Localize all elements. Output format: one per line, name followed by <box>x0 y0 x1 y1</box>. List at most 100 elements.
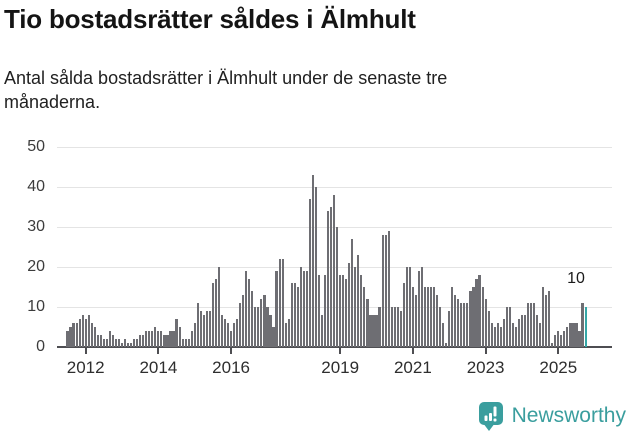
bar <box>272 327 275 347</box>
bar <box>93 327 96 347</box>
y-axis-label: 30 <box>27 218 45 235</box>
bar <box>442 323 445 347</box>
bar <box>187 339 190 347</box>
bar <box>114 339 118 347</box>
bar <box>533 303 536 347</box>
bar <box>363 287 366 347</box>
bar <box>145 331 148 347</box>
bar <box>366 299 369 347</box>
bar <box>572 323 575 347</box>
bar <box>136 339 139 347</box>
newsworthy-logo[interactable]: Newsworthy <box>478 401 626 431</box>
bar <box>217 267 221 347</box>
bar <box>460 303 463 347</box>
bar <box>130 343 133 347</box>
bar <box>230 331 233 347</box>
bar <box>581 303 584 347</box>
bar <box>105 339 108 347</box>
bar <box>433 287 436 347</box>
bar <box>448 311 451 347</box>
bar <box>323 275 327 347</box>
bar <box>430 287 433 347</box>
x-axis-label: 2012 <box>66 358 105 377</box>
bar <box>496 323 499 347</box>
bar <box>172 331 175 347</box>
bar <box>508 307 511 347</box>
bar <box>181 339 184 347</box>
bar <box>469 291 472 347</box>
y-axis-label: 50 <box>27 138 45 155</box>
y-axis-label: 40 <box>27 178 45 195</box>
bar <box>354 267 357 347</box>
bar <box>554 335 557 347</box>
bar <box>523 315 527 347</box>
bar <box>151 331 154 347</box>
gridline <box>57 186 612 188</box>
bar <box>378 307 381 347</box>
bar <box>87 315 90 347</box>
bar <box>490 323 493 347</box>
x-axis-label: 2019 <box>321 358 360 377</box>
x-axis-label: 2014 <box>139 358 178 377</box>
x-axis-label: 2025 <box>539 358 578 377</box>
bar <box>454 295 457 347</box>
bar <box>417 271 421 347</box>
bar <box>351 239 354 347</box>
bar <box>293 283 296 347</box>
bar <box>281 259 284 347</box>
bar <box>275 271 278 347</box>
bar <box>178 327 181 347</box>
bar <box>333 195 336 347</box>
bar <box>345 279 348 347</box>
bar <box>529 303 533 347</box>
bar <box>251 291 254 347</box>
highlighted-bar <box>584 307 587 347</box>
bar <box>242 295 245 347</box>
bar <box>330 207 333 347</box>
bar <box>296 287 299 347</box>
bar <box>123 339 127 347</box>
bar <box>314 187 317 347</box>
bar <box>117 339 121 347</box>
bar <box>436 295 439 347</box>
y-axis-label: 10 <box>27 298 45 315</box>
gridline <box>57 146 612 148</box>
bar <box>475 279 478 347</box>
bar <box>239 303 242 347</box>
bar <box>360 275 363 347</box>
bar <box>481 287 484 347</box>
bar <box>227 323 230 347</box>
bar <box>545 295 548 347</box>
bar <box>208 311 211 347</box>
bar <box>342 275 345 347</box>
bar <box>120 343 124 347</box>
bar <box>196 303 199 347</box>
x-axis-tick <box>411 348 414 354</box>
bar <box>396 307 399 347</box>
bar <box>457 299 460 347</box>
bar <box>84 319 87 347</box>
bar <box>357 255 360 347</box>
bar <box>99 335 102 347</box>
bar <box>254 307 257 347</box>
bar <box>499 327 502 347</box>
bar <box>69 327 72 347</box>
bar <box>202 315 205 347</box>
bar <box>408 267 411 347</box>
bar <box>102 339 105 347</box>
bar <box>266 307 269 347</box>
bar <box>563 331 566 347</box>
bar <box>184 339 187 347</box>
bar <box>451 287 454 347</box>
bar <box>502 319 505 347</box>
bar <box>199 311 202 347</box>
bar <box>248 279 251 347</box>
bar <box>263 295 266 347</box>
bar <box>96 335 99 347</box>
bar <box>284 323 287 347</box>
y-axis-label: 20 <box>27 258 45 275</box>
bar <box>542 287 545 347</box>
bar <box>220 315 224 347</box>
bar <box>308 199 311 347</box>
